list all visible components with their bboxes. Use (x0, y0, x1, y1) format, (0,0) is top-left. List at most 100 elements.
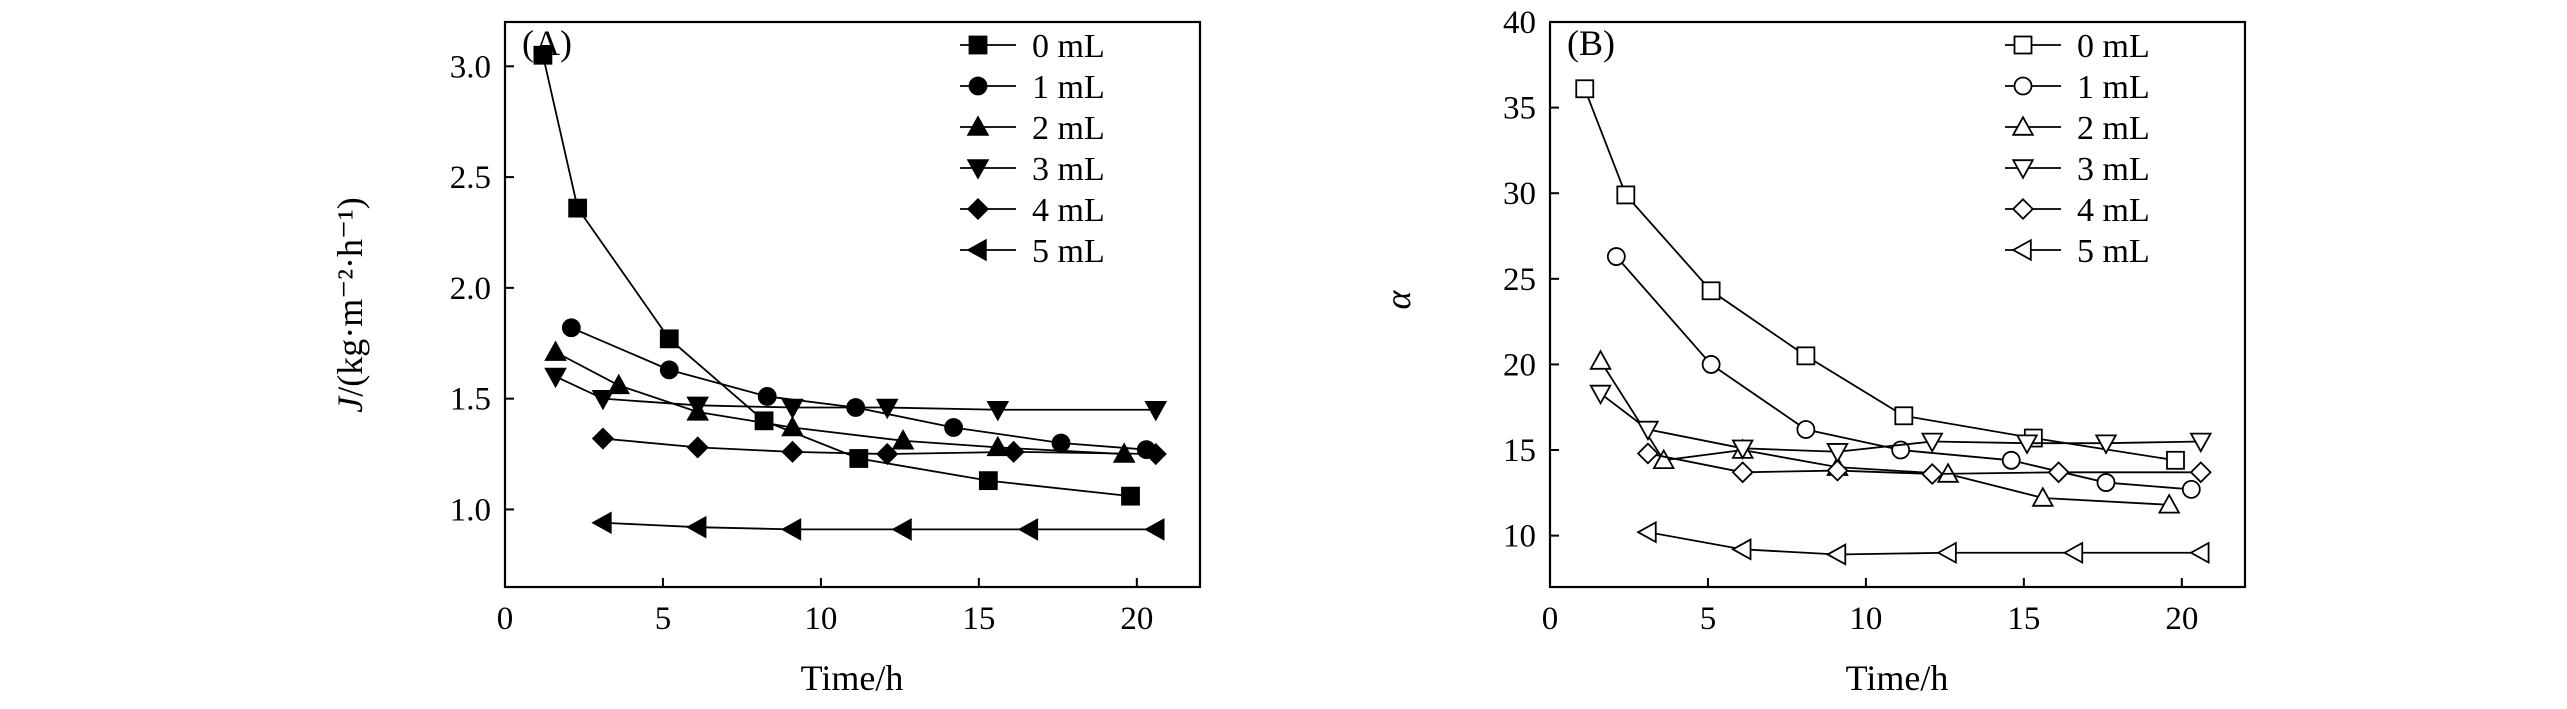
data-point (1002, 440, 1025, 463)
chart-b-x-ticks: 0 5 10 15 20 (1542, 578, 2198, 637)
data-point (978, 471, 998, 491)
legend-marker (966, 238, 987, 262)
legend-entry: 4 mL (960, 192, 1105, 229)
legend-marker (2011, 159, 2035, 180)
legend-label: 1 mL (1032, 69, 1105, 106)
data-point (2015, 434, 2039, 455)
data-point (1144, 518, 1165, 541)
chart-a-y-axis-title-unit: /(kg·m⁻²·h⁻¹) (330, 197, 370, 397)
chart-b-series-5 (1636, 520, 2210, 566)
x-tick-label: 10 (804, 601, 837, 637)
y-tick-label: 2.5 (450, 160, 491, 196)
data-point (781, 440, 804, 463)
legend-marker (2011, 238, 2032, 262)
legend-entry: 3 mL (2005, 151, 2150, 188)
data-point (686, 515, 707, 539)
y-tick-label: 15 (1503, 433, 1536, 469)
y-tick-label: 3.0 (450, 49, 491, 85)
legend-marker (968, 76, 988, 96)
legend-entry: 1 mL (2005, 69, 2150, 106)
legend-label: 3 mL (1032, 151, 1105, 188)
chart-b-series-3 (1589, 384, 2213, 464)
chart-b-x-axis-title: Time/h (1846, 658, 1949, 698)
chart-b-y-axis-title: α (1378, 289, 1418, 309)
legend-label: 4 mL (1032, 192, 1105, 229)
x-tick-label: 10 (1849, 601, 1882, 637)
y-tick-label: 30 (1503, 176, 1536, 212)
series-line (1647, 531, 2201, 556)
data-point (544, 367, 567, 389)
data-point (1144, 401, 1168, 422)
legend-marker (2011, 197, 2035, 221)
data-point (757, 387, 777, 406)
legend-label: 0 mL (1032, 28, 1105, 65)
chart-a-x-ticks: 0 5 10 15 20 (497, 578, 1153, 637)
legend-label: 2 mL (1032, 110, 1105, 147)
data-point (1796, 420, 1816, 439)
y-tick-label: 10 (1503, 519, 1536, 555)
legend-label: 4 mL (2077, 192, 2150, 229)
x-tick-label: 5 (655, 601, 672, 637)
data-point (1731, 538, 1752, 561)
legend-entry: 4 mL (2005, 192, 2150, 229)
data-point (1826, 443, 1849, 464)
data-point (561, 318, 581, 338)
data-point (2189, 541, 2210, 565)
legend-entry: 5 mL (2005, 233, 2150, 270)
legend-marker (966, 197, 990, 221)
legend-entry: 0 mL (960, 28, 1105, 65)
x-tick-label: 0 (1542, 601, 1559, 637)
data-point (891, 429, 915, 450)
y-tick-label: 25 (1503, 262, 1536, 298)
data-point (1731, 439, 1755, 460)
data-point (891, 518, 912, 541)
data-point (1636, 420, 1660, 442)
x-tick-label: 15 (962, 601, 995, 637)
data-point (686, 396, 710, 417)
data-point (1616, 185, 1636, 205)
data-point (1017, 518, 1039, 541)
chart-b-panel-label: (B) (1567, 23, 1615, 63)
chart-b-series-4 (1636, 442, 2212, 486)
y-tick-label: 2.0 (450, 271, 491, 307)
data-point (568, 198, 588, 218)
data-point (1051, 433, 1071, 453)
chart-a-series-1 (561, 318, 1156, 460)
legend-label: 2 mL (2077, 110, 2150, 147)
data-point (1731, 461, 1754, 484)
chart-a-y-axis-title-symbol: J (330, 395, 370, 413)
series-line (1599, 360, 2170, 506)
legend-label: 5 mL (1032, 233, 1105, 270)
data-point (944, 418, 963, 437)
data-point (1796, 346, 1816, 366)
data-point (2189, 432, 2213, 454)
y-tick-label: 1.5 (450, 382, 491, 418)
data-point (2189, 461, 2212, 484)
legend-entry: 3 mL (960, 151, 1105, 188)
legend-marker (966, 159, 990, 180)
chart-b-legend: 0 mL 1 mL 2 mL 3 mL 4 mL 5 mL (2005, 28, 2150, 270)
data-point (2062, 541, 2084, 565)
data-point (986, 435, 1010, 457)
legend-label: 1 mL (2077, 69, 2150, 106)
data-point (1121, 486, 1140, 506)
data-point (2157, 493, 2181, 514)
series-line (1600, 392, 2201, 453)
data-point (2031, 486, 2055, 507)
data-point (686, 436, 709, 459)
series-line (602, 437, 1156, 455)
data-point (1701, 281, 1721, 301)
data-point (607, 373, 631, 395)
data-point (781, 398, 804, 420)
chart-a-y-axis-title: J/(kg·m⁻²·h⁻¹) (330, 197, 370, 413)
data-point (533, 45, 553, 65)
data-point (986, 401, 1010, 422)
y-tick-label: 1.0 (450, 492, 491, 528)
data-point (754, 411, 774, 431)
legend-label: 3 mL (2077, 151, 2150, 188)
series-line (555, 351, 1125, 455)
y-tick-label: 40 (1503, 5, 1536, 41)
x-tick-label: 20 (2165, 601, 2198, 637)
chart-b-series-1 (1606, 247, 2201, 499)
